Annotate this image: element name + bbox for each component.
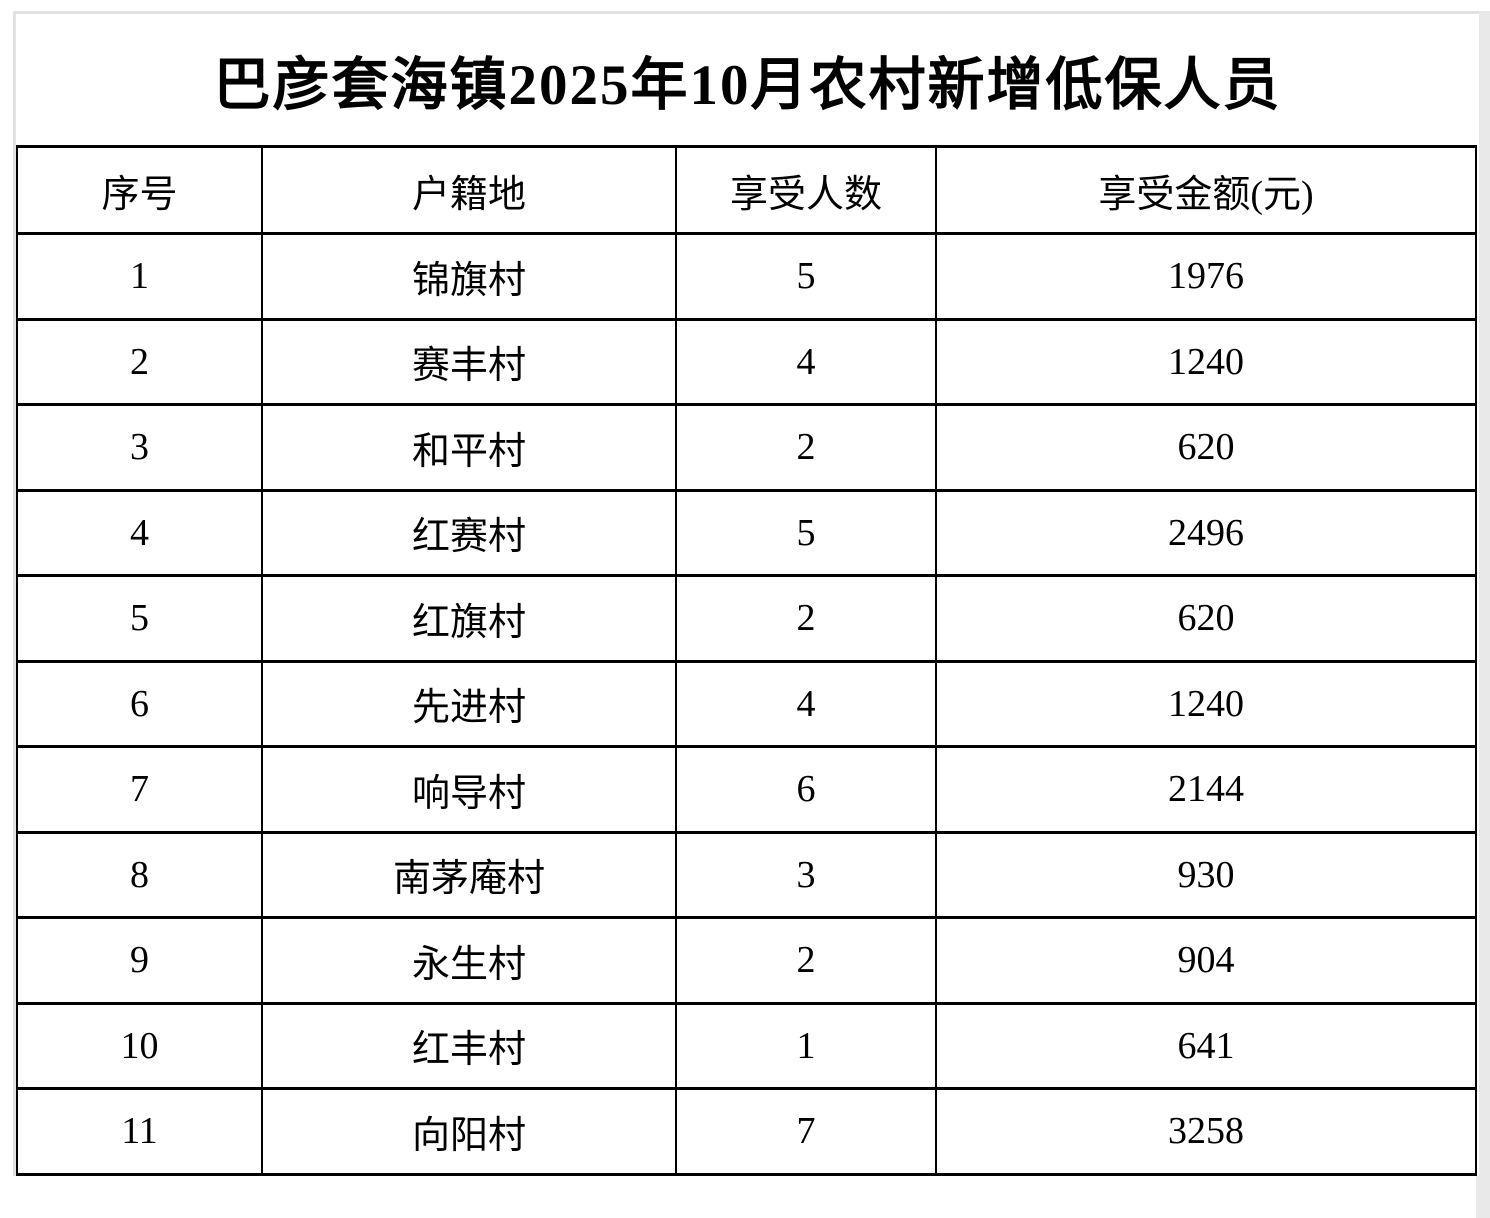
cell-location: 赛丰村 <box>261 317 677 406</box>
cell-amount: 1240 <box>935 659 1477 748</box>
table-row: 10 红丰村 1 641 <box>16 1001 1477 1090</box>
table-row: 9 永生村 2 904 <box>16 916 1477 1005</box>
table-row: 2 赛丰村 4 1240 <box>16 317 1477 406</box>
table-row: 6 先进村 4 1240 <box>16 659 1477 748</box>
cell-index: 11 <box>16 1087 263 1176</box>
lowbao-table: 序号 户籍地 享受人数 享受金额(元) 1 锦旗村 5 1976 2 赛丰村 4… <box>16 145 1477 1176</box>
page-right-gutter <box>1476 11 1490 1218</box>
page-title: 巴彦套海镇2025年10月农村新增低保人员 <box>213 53 1282 117</box>
cell-people: 3 <box>675 830 937 919</box>
cell-location: 红赛村 <box>261 488 677 577</box>
table-row: 11 向阳村 7 3258 <box>16 1087 1477 1176</box>
cell-amount: 641 <box>935 1001 1477 1090</box>
cell-amount: 1240 <box>935 317 1477 406</box>
table-header-row: 序号 户籍地 享受人数 享受金额(元) <box>16 145 1477 235</box>
cell-people: 4 <box>675 317 937 406</box>
cell-people: 4 <box>675 659 937 748</box>
cell-amount: 2496 <box>935 488 1477 577</box>
cell-people: 1 <box>675 1001 937 1090</box>
cell-index: 7 <box>16 745 263 834</box>
cell-location: 南茅庵村 <box>261 830 677 919</box>
cell-location: 红丰村 <box>261 1001 677 1090</box>
table-row: 8 南茅庵村 3 930 <box>16 830 1477 919</box>
cell-index: 9 <box>16 916 263 1005</box>
cell-location: 向阳村 <box>261 1087 677 1176</box>
sheet: 巴彦套海镇2025年10月农村新增低保人员 序号 户籍地 享受人数 享受金额(元… <box>13 11 1479 1176</box>
table-row: 4 红赛村 5 2496 <box>16 488 1477 577</box>
cell-location: 先进村 <box>261 659 677 748</box>
cell-amount: 1976 <box>935 232 1477 321</box>
table-row: 1 锦旗村 5 1976 <box>16 232 1477 321</box>
cell-amount: 620 <box>935 574 1477 663</box>
cell-index: 2 <box>16 317 263 406</box>
cell-index: 5 <box>16 574 263 663</box>
cell-people: 5 <box>675 488 937 577</box>
cell-amount: 3258 <box>935 1087 1477 1176</box>
column-header-people: 享受人数 <box>675 145 937 235</box>
cell-amount: 2144 <box>935 745 1477 834</box>
cell-people: 2 <box>675 403 937 492</box>
cell-index: 4 <box>16 488 263 577</box>
column-header-location: 户籍地 <box>261 145 677 235</box>
cell-people: 2 <box>675 574 937 663</box>
cell-location: 永生村 <box>261 916 677 1005</box>
cell-people: 6 <box>675 745 937 834</box>
cell-people: 7 <box>675 1087 937 1176</box>
cell-amount: 930 <box>935 830 1477 919</box>
cell-location: 响导村 <box>261 745 677 834</box>
cell-people: 5 <box>675 232 937 321</box>
cell-index: 1 <box>16 232 263 321</box>
cell-location: 红旗村 <box>261 574 677 663</box>
column-header-amount: 享受金额(元) <box>935 145 1477 235</box>
cell-index: 8 <box>16 830 263 919</box>
table-row: 3 和平村 2 620 <box>16 403 1477 492</box>
table-row: 7 响导村 6 2144 <box>16 745 1477 834</box>
cell-amount: 620 <box>935 403 1477 492</box>
cell-location: 和平村 <box>261 403 677 492</box>
cell-index: 6 <box>16 659 263 748</box>
cell-people: 2 <box>675 916 937 1005</box>
cell-index: 10 <box>16 1001 263 1090</box>
table-row: 5 红旗村 2 620 <box>16 574 1477 663</box>
column-header-index: 序号 <box>16 145 263 235</box>
cell-location: 锦旗村 <box>261 232 677 321</box>
cell-amount: 904 <box>935 916 1477 1005</box>
cell-index: 3 <box>16 403 263 492</box>
